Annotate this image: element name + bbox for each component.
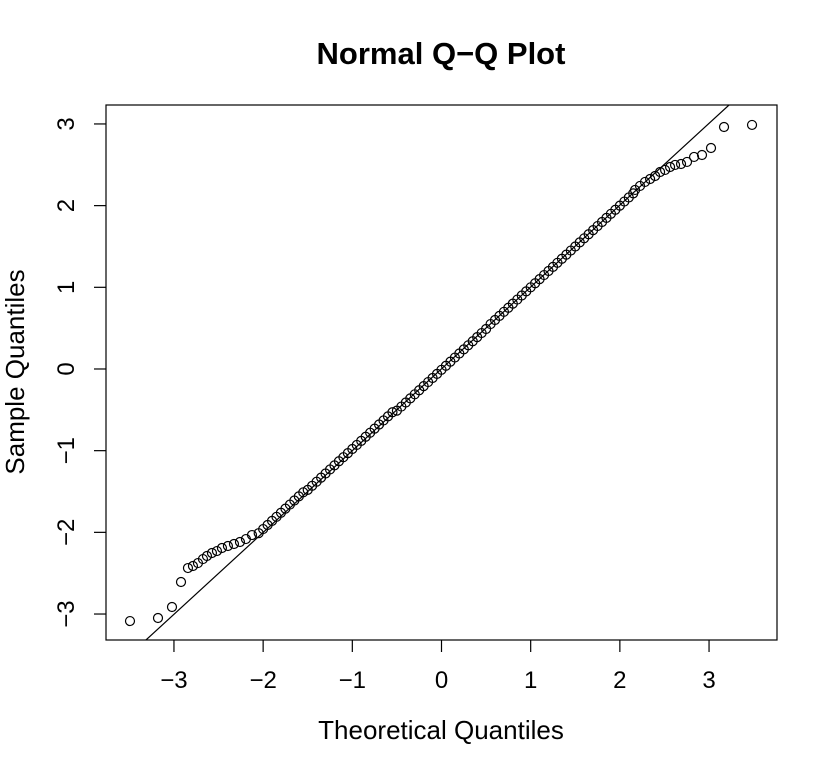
y-tick-label: −3 — [53, 600, 80, 627]
x-tick-label: −3 — [160, 667, 187, 694]
point — [705, 142, 717, 154]
point — [654, 166, 666, 178]
point — [639, 176, 651, 188]
point — [234, 536, 246, 548]
point — [688, 151, 700, 163]
point — [746, 119, 758, 131]
x-tick-label: 3 — [702, 667, 715, 694]
point — [182, 562, 194, 574]
point — [222, 540, 234, 552]
point — [675, 158, 687, 170]
point — [387, 407, 398, 418]
point — [175, 576, 187, 588]
chart-title: Normal Q−Q Plot — [317, 36, 566, 71]
x-tick-label: 0 — [435, 667, 448, 694]
point — [166, 601, 178, 613]
y-tick-label: 2 — [53, 199, 80, 212]
point — [696, 149, 708, 161]
point — [681, 156, 693, 168]
point — [206, 547, 218, 559]
point — [659, 164, 671, 176]
point — [644, 173, 656, 185]
point — [152, 612, 164, 624]
point — [718, 121, 730, 133]
x-tick-label: −1 — [339, 667, 366, 694]
x-axis-label: Theoretical Quantiles — [318, 715, 564, 745]
point — [228, 538, 240, 550]
x-tick-label: 1 — [524, 667, 537, 694]
point — [216, 542, 228, 554]
x-tick-label: −2 — [249, 667, 276, 694]
y-tick-label: 0 — [53, 362, 80, 375]
y-tick-label: 3 — [53, 117, 80, 130]
point — [124, 615, 136, 627]
y-axis-label: Sample Quantiles — [0, 269, 30, 474]
x-tick-label: 2 — [613, 667, 626, 694]
point — [246, 529, 258, 541]
point — [664, 161, 676, 173]
point — [201, 550, 213, 562]
y-tick-label: 1 — [53, 281, 80, 294]
point — [187, 560, 199, 572]
point — [211, 545, 223, 557]
point — [669, 159, 681, 171]
y-tick-label: −2 — [53, 519, 80, 546]
y-tick-label: −1 — [53, 437, 80, 464]
